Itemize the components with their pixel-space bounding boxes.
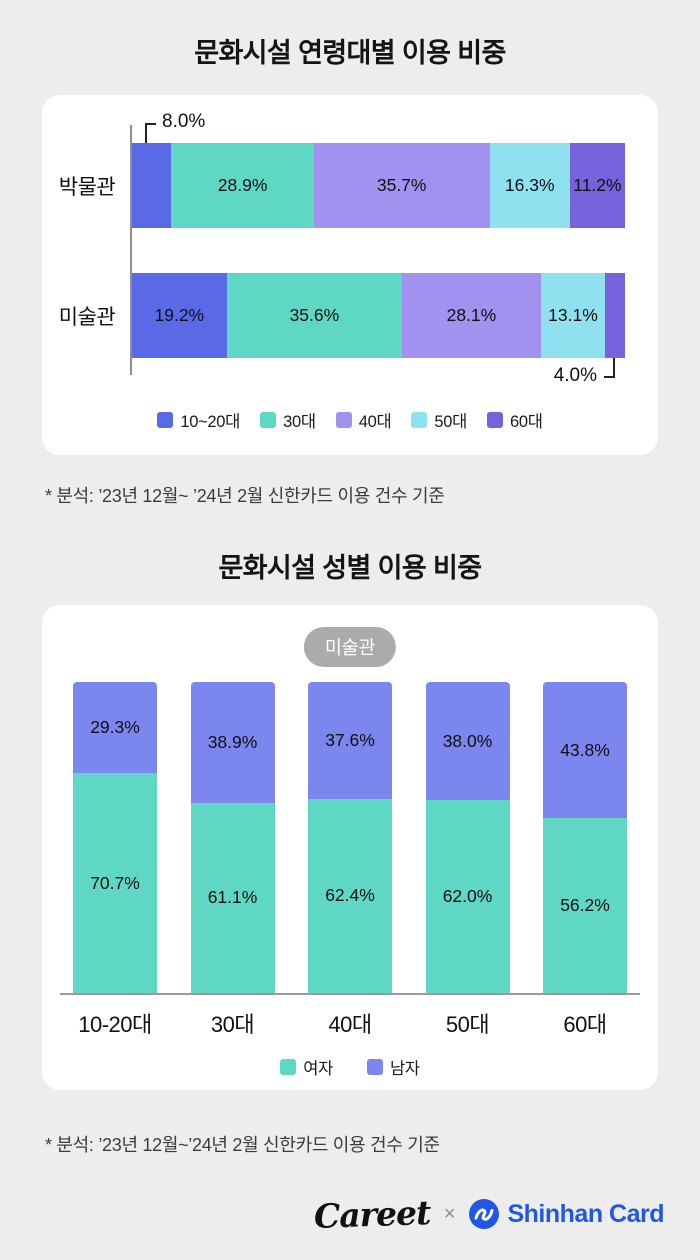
gender-legend-item-여자: 여자 (280, 1055, 333, 1079)
x-label-10-20대: 10-20대 (78, 1012, 152, 1037)
bar-column-50대: 38.0% 62.0% (425, 682, 510, 993)
segment-30대-남자: 38.9% (190, 682, 275, 803)
careet-logo: Careet (312, 1192, 431, 1236)
segment-미술관-10~20대: 19.2% (132, 273, 227, 358)
gallery-badge: 미술관 (303, 627, 397, 667)
segment-60대-여자: 56.2% (543, 818, 627, 993)
x-label-30대: 30대 (210, 1012, 255, 1037)
segment-박물관-30대: 28.9% (171, 143, 314, 228)
bar-column-40대: 37.6% 62.4% (308, 682, 392, 993)
stacked-bar-museum: 28.9% 35.7% 16.3% 11.2% (132, 143, 625, 228)
gender-legend-swatch-남자 (367, 1059, 383, 1075)
gender-legend-item-남자: 남자 (367, 1055, 420, 1079)
age-legend-item-50대: 50대 (411, 408, 467, 432)
bar-columns: 29.3% 70.7% 38.9% 61.1% 37.6% 62.4% 38.0% 62.0%… (60, 682, 640, 993)
segment-미술관-30대: 35.6% (226, 273, 403, 358)
age-legend-swatch-50대 (411, 412, 428, 428)
age-legend-swatch-10~20대 (157, 412, 174, 428)
footer-logos: Careet × Shinhan Card (312, 1192, 665, 1236)
row-label-gallery: 미술관 (58, 305, 116, 329)
shinhan-icon (469, 1199, 500, 1229)
gender-plot-area: 29.3% 70.7% 38.9% 61.1% 37.6% 62.4% 38.0% 62.0%… (60, 682, 640, 995)
age-legend-item-60대: 60대 (487, 408, 543, 432)
gender-chart-title: 문화시설 성별 이용 비중 (218, 553, 482, 583)
callout-line-4pct (604, 358, 615, 378)
age-legend-label-50대: 50대 (434, 413, 467, 431)
callout-label-4pct: 4.0% (553, 365, 597, 386)
segment-박물관-10~20대 (132, 143, 172, 228)
callout-label-8pct: 8.0% (162, 111, 206, 132)
age-chart-title: 문화시설 연령대별 이용 비중 (194, 38, 506, 68)
gender-chart-card: 미술관 29.3% 70.7% 38.9% 61.1% 37.6% 62.4% 38.0% 6… (42, 605, 658, 1090)
callout-line-8pct (145, 123, 156, 143)
age-legend-label-40대: 40대 (358, 413, 392, 431)
age-legend-label-30대: 30대 (283, 413, 316, 431)
gender-chart-note: * 분석: ’23년 12월~’24년 2월 신한카드 이용 건수 기준 (45, 1135, 440, 1155)
segment-30대-여자: 61.1% (190, 802, 275, 993)
segment-10-20대-여자: 70.7% (73, 773, 157, 993)
age-legend-swatch-40대 (335, 412, 352, 428)
segment-미술관-40대: 28.1% (402, 273, 541, 358)
shinhan-card-logo: Shinhan Card (469, 1199, 664, 1229)
segment-박물관-40대: 35.7% (313, 143, 490, 228)
segment-50대-여자: 62.0% (425, 800, 510, 993)
gender-legend-swatch-여자 (280, 1059, 297, 1075)
segment-미술관-50대: 13.1% (540, 273, 606, 358)
logo-separator: × (443, 1202, 456, 1225)
x-label-40대: 40대 (328, 1012, 372, 1037)
segment-10-20대-남자: 29.3% (73, 682, 157, 774)
segment-박물관-50대: 16.3% (489, 143, 570, 228)
age-legend-swatch-30대 (260, 412, 277, 428)
age-legend-swatch-60대 (487, 412, 503, 428)
age-legend-label-10~20대: 10~20대 (180, 413, 241, 431)
bar-column-10-20대: 29.3% 70.7% (73, 682, 157, 993)
segment-박물관-60대: 11.2% (569, 143, 625, 228)
row-label-museum: 박물관 (58, 175, 116, 199)
bar-column-30대: 38.9% 61.1% (190, 682, 275, 993)
bar-column-60대: 43.8% 56.2% (543, 682, 627, 993)
y-axis-line (130, 125, 132, 375)
x-axis-labels: 10-20대 30대 40대 50대 60대 (60, 1007, 640, 1039)
age-chart-card: 박물관 28.9% 35.7% 16.3% 11.2% 미술관 19.2% 35.6% 2… (42, 95, 658, 455)
segment-미술관-60대 (605, 273, 625, 358)
x-label-50대: 50대 (445, 1012, 490, 1037)
age-legend-item-30대: 30대 (260, 408, 316, 432)
age-legend-label-60대: 60대 (510, 413, 543, 431)
shinhan-wordmark: Shinhan Card (507, 1199, 664, 1228)
age-legend-item-10~20대: 10~20대 (157, 408, 240, 432)
x-label-60대: 60대 (563, 1012, 607, 1037)
age-legend-item-40대: 40대 (335, 408, 392, 432)
age-legend: 10~20대 30대 40대 50대 60대 (42, 408, 658, 432)
age-chart-note: * 분석: ’23년 12월~ ’24년 2월 신한카드 이용 건수 기준 (45, 486, 445, 506)
segment-60대-남자: 43.8% (543, 682, 627, 819)
segment-50대-남자: 38.0% (425, 682, 510, 801)
segment-40대-남자: 37.6% (308, 682, 392, 799)
gender-legend: 여자 남자 (42, 1055, 658, 1079)
segment-40대-여자: 62.4% (308, 798, 392, 993)
gender-legend-label-남자: 남자 (390, 1060, 420, 1078)
gender-legend-label-여자: 여자 (303, 1060, 333, 1078)
stacked-bar-gallery: 19.2% 35.6% 28.1% 13.1% (132, 273, 625, 358)
